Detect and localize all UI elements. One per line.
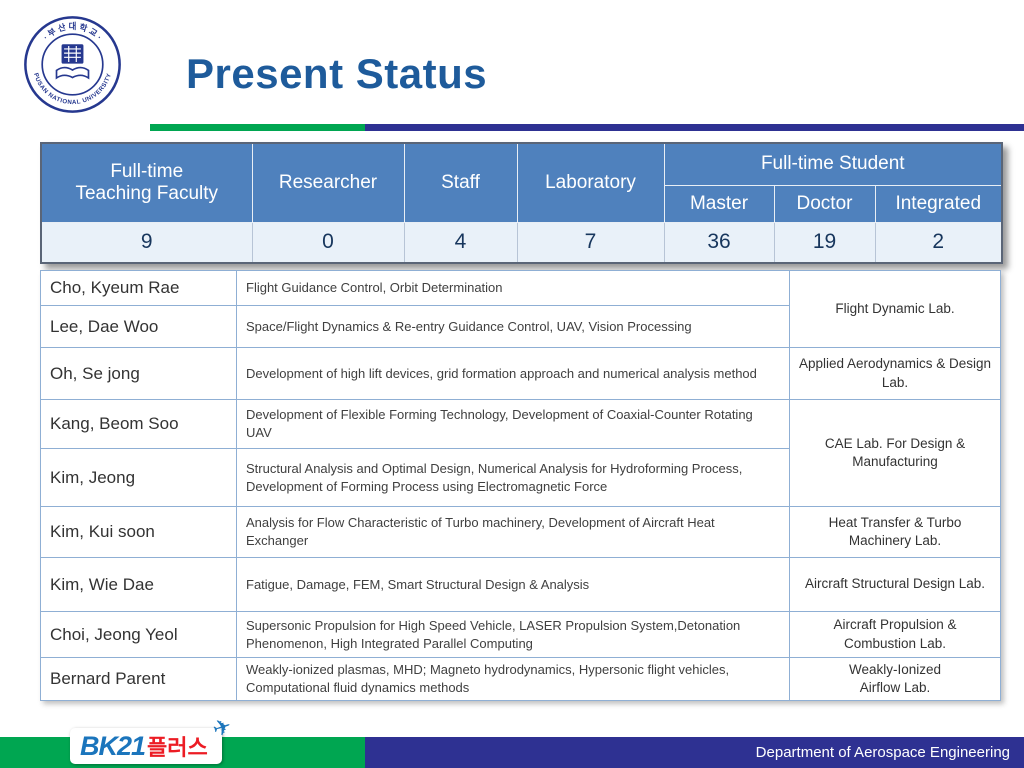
table-row: Kim, Kui soon Analysis for Flow Characte… (40, 506, 1001, 558)
faculty-name-cell: Choi, Jeong Yeol (40, 611, 237, 658)
research-cell: Development of Flexible Forming Technolo… (236, 399, 790, 449)
faculty-name-cell: Kim, Wie Dae (40, 557, 237, 612)
summary-value-integrated: 2 (874, 221, 1003, 264)
research-cell: Analysis for Flow Characteristic of Turb… (236, 506, 790, 558)
lab-cell: Aircraft Structural Design Lab. (789, 557, 1001, 612)
table-row: Bernard Parent Weakly-ionized plasmas, M… (40, 657, 1001, 701)
table-row: Lee, Dae Woo Space/Flight Dynamics & Re-… (40, 305, 1001, 348)
summary-header-integrated: Integrated (874, 184, 1003, 223)
footer-department: Department of Aerospace Engineering (755, 744, 1010, 761)
bk21-logo: BK21 플러스 ✈ (70, 713, 235, 764)
table-row: Oh, Se jong Development of high lift dev… (40, 347, 1001, 400)
research-cell: Development of high lift devices, grid f… (236, 347, 790, 400)
plane-icon: ✈ (209, 712, 236, 743)
summary-header-staff: Staff (403, 142, 518, 223)
logo-inner-ring (41, 33, 104, 96)
research-cell: Supersonic Propulsion for High Speed Veh… (236, 611, 790, 658)
logo-seal-emblem (55, 44, 90, 80)
table-row: Kim, Wie Dae Fatigue, Damage, FEM, Smart… (40, 557, 1001, 612)
lab-cell: Aircraft Propulsion & Combustion Lab. (789, 611, 1001, 658)
faculty-name-cell: Oh, Se jong (40, 347, 237, 400)
faculty-name-cell: Kim, Jeong (40, 448, 237, 507)
lab-cell: Applied Aerodynamics & Design Lab. (789, 347, 1001, 400)
title-divider (150, 124, 1024, 131)
summary-header-student-group: Full-time Student (663, 142, 1003, 186)
research-cell: Space/Flight Dynamics & Re-entry Guidanc… (236, 305, 790, 348)
summary-value-faculty: 9 (40, 221, 253, 264)
research-cell: Fatigue, Damage, FEM, Smart Structural D… (236, 557, 790, 612)
lab-cell: Weakly-Ionized Airflow Lab. (789, 657, 1001, 701)
divider-navy-segment (365, 124, 1024, 131)
lab-cell: CAE Lab. For Design & Manufacturing (789, 399, 1001, 507)
faculty-name-cell: Kang, Beom Soo (40, 399, 237, 449)
table-row: Cho, Kyeum Rae Flight Guidance Control, … (40, 270, 1001, 348)
faculty-name-cell: Cho, Kyeum Rae (40, 270, 237, 306)
bk21-plus-text: 플러스 (147, 735, 208, 760)
bk21-logo-text: BK21 (80, 730, 146, 761)
university-logo: · 부 산 대 학 교 · PUSAN NATIONAL UNIVERSITY (24, 16, 121, 113)
lab-cell: Flight Dynamic Lab. (789, 270, 1001, 348)
summary-value-researcher: 0 (251, 221, 405, 264)
footer-navy-bar: Department of Aerospace Engineering (365, 737, 1024, 768)
lab-cell: Heat Transfer & Turbo Machinery Lab. (789, 506, 1001, 558)
table-row: Kim, Jeong Structural Analysis and Optim… (40, 448, 1001, 507)
faculty-name-cell: Kim, Kui soon (40, 506, 237, 558)
page-title: Present Status (186, 50, 488, 97)
table-row: Kang, Beom Soo Development of Flexible F… (40, 399, 1001, 507)
divider-green-segment (150, 124, 365, 131)
faculty-table: Cho, Kyeum Rae Flight Guidance Control, … (40, 270, 1001, 701)
faculty-name-cell: Bernard Parent (40, 657, 237, 701)
footer-green-bar: BK21 플러스 ✈ (0, 713, 365, 768)
table-row: Choi, Jeong Yeol Supersonic Propulsion f… (40, 611, 1001, 658)
summary-header-master: Master (663, 184, 775, 223)
summary-value-staff: 4 (403, 221, 518, 264)
summary-value-laboratory: 7 (516, 221, 665, 264)
research-cell: Weakly-ionized plasmas, MHD; Magneto hyd… (236, 657, 790, 701)
summary-header-researcher: Researcher (251, 142, 405, 223)
faculty-name-cell: Lee, Dae Woo (40, 305, 237, 348)
research-cell: Structural Analysis and Optimal Design, … (236, 448, 790, 507)
summary-header-faculty: Full-time Teaching Faculty (40, 142, 253, 223)
summary-table: Full-time Teaching Faculty Researcher St… (40, 142, 1003, 264)
summary-header-laboratory: Laboratory (516, 142, 665, 223)
footer: BK21 플러스 ✈ Department of Aerospace Engin… (0, 713, 1024, 768)
summary-value-doctor: 19 (773, 221, 876, 264)
summary-header-doctor: Doctor (773, 184, 876, 223)
summary-value-master: 36 (663, 221, 775, 264)
research-cell: Flight Guidance Control, Orbit Determina… (236, 270, 790, 306)
